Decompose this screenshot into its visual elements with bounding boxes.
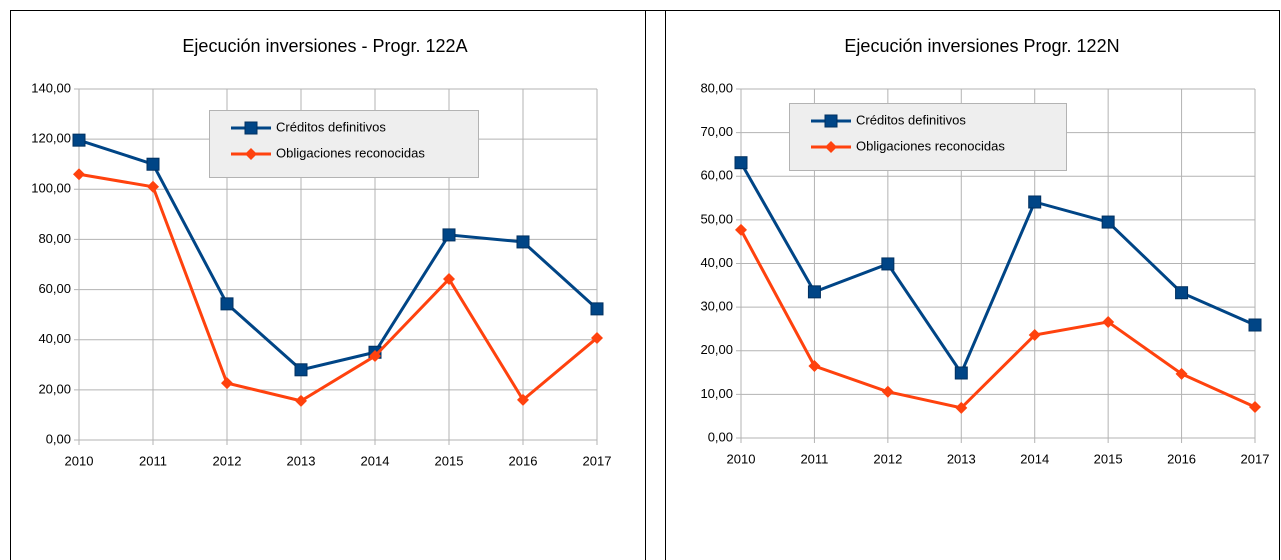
y-tick-label: 20,00 bbox=[700, 342, 733, 357]
x-tick-label: 2013 bbox=[947, 451, 976, 466]
data-point bbox=[516, 235, 530, 249]
chart-title: Ejecución inversiones Progr. 122N bbox=[844, 36, 1119, 56]
y-tick-label: 60,00 bbox=[700, 168, 733, 183]
y-tick-label: 80,00 bbox=[38, 231, 71, 246]
x-tick-label: 2011 bbox=[800, 451, 828, 466]
series-line bbox=[78, 172, 598, 403]
data-point bbox=[369, 350, 381, 363]
legend-label: Créditos definitivos bbox=[276, 119, 386, 134]
data-point bbox=[73, 168, 85, 181]
y-tick-label: 140,00 bbox=[31, 80, 71, 95]
y-tick-label: 60,00 bbox=[38, 281, 71, 296]
x-tick-label: 2012 bbox=[873, 451, 902, 466]
data-point bbox=[443, 273, 455, 286]
legend-marker bbox=[244, 121, 258, 135]
data-point bbox=[881, 385, 894, 398]
x-tick-label: 2012 bbox=[213, 453, 242, 468]
y-tick-label: 30,00 bbox=[700, 299, 733, 314]
data-point bbox=[221, 377, 233, 390]
legend-label: Obligaciones reconocidas bbox=[276, 145, 425, 160]
x-tick-label: 2014 bbox=[1020, 451, 1049, 466]
data-point bbox=[1248, 318, 1262, 332]
data-point bbox=[735, 223, 747, 236]
data-point bbox=[1101, 215, 1115, 229]
y-tick-label: 0,00 bbox=[708, 429, 733, 444]
data-point bbox=[295, 394, 307, 407]
y-tick-label: 0,00 bbox=[46, 431, 71, 446]
x-tick-label: 2010 bbox=[727, 451, 756, 466]
y-tick-label: 20,00 bbox=[38, 381, 71, 396]
data-point bbox=[591, 331, 603, 344]
x-tick-label: 2014 bbox=[361, 453, 390, 468]
series-line bbox=[739, 229, 1256, 410]
data-point bbox=[1102, 315, 1115, 328]
x-tick-label: 2010 bbox=[65, 453, 94, 468]
legend-marker bbox=[825, 141, 837, 153]
y-tick-label: 70,00 bbox=[700, 124, 733, 139]
data-point bbox=[590, 302, 604, 316]
data-point bbox=[734, 156, 748, 170]
data-point bbox=[72, 133, 86, 147]
legend-label: Créditos definitivos bbox=[856, 112, 966, 127]
x-tick-label: 2015 bbox=[435, 453, 464, 468]
x-tick-label: 2016 bbox=[1167, 451, 1196, 466]
data-point bbox=[1175, 367, 1188, 380]
x-tick-label: 2017 bbox=[1241, 451, 1270, 466]
data-point bbox=[881, 257, 895, 271]
y-tick-label: 40,00 bbox=[700, 255, 733, 270]
y-tick-label: 50,00 bbox=[700, 211, 733, 226]
y-tick-label: 100,00 bbox=[31, 181, 71, 196]
data-point bbox=[517, 393, 529, 406]
data-point bbox=[442, 228, 456, 242]
data-point bbox=[1028, 329, 1041, 342]
data-point bbox=[1175, 286, 1189, 300]
y-tick-label: 10,00 bbox=[700, 386, 733, 401]
y-tick-label: 40,00 bbox=[38, 331, 71, 346]
x-tick-label: 2015 bbox=[1094, 451, 1123, 466]
data-point bbox=[954, 366, 968, 380]
data-point bbox=[147, 180, 159, 193]
x-tick-label: 2013 bbox=[287, 453, 316, 468]
series-line bbox=[739, 161, 1256, 377]
data-point bbox=[955, 401, 968, 414]
chart-title: Ejecución inversiones - Progr. 122A bbox=[182, 36, 467, 56]
legend-label: Obligaciones reconocidas bbox=[856, 138, 1005, 153]
data-point bbox=[294, 363, 308, 377]
data-point bbox=[220, 297, 234, 311]
legend-marker bbox=[824, 114, 838, 128]
y-tick-label: 80,00 bbox=[700, 80, 733, 95]
data-point bbox=[146, 157, 160, 171]
x-tick-label: 2011 bbox=[139, 453, 167, 468]
data-point bbox=[1249, 401, 1261, 414]
y-tick-label: 120,00 bbox=[31, 131, 71, 146]
x-tick-label: 2016 bbox=[509, 453, 538, 468]
data-point bbox=[807, 285, 821, 299]
data-point bbox=[1028, 195, 1042, 209]
x-tick-label: 2017 bbox=[583, 453, 612, 468]
series-line bbox=[78, 138, 599, 372]
legend-marker bbox=[245, 148, 257, 160]
data-point bbox=[808, 360, 821, 373]
